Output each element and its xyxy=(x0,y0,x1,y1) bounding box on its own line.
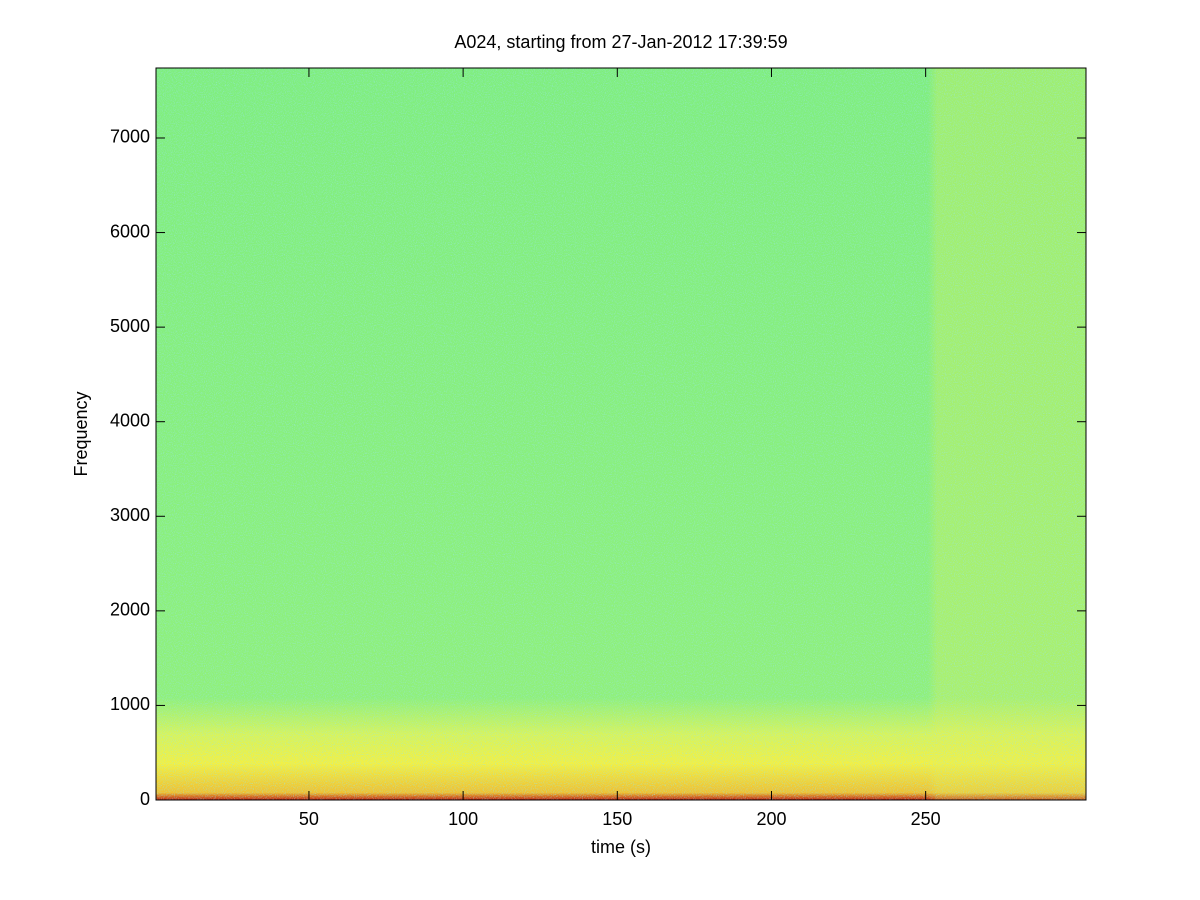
y-tick-label: 1000 xyxy=(110,694,150,714)
spectrogram-noise xyxy=(156,68,1086,800)
chart-title: A024, starting from 27-Jan-2012 17:39:59 xyxy=(454,32,787,52)
x-tick-label: 100 xyxy=(448,809,478,829)
y-tick-label: 4000 xyxy=(110,410,150,430)
y-tick-label: 2000 xyxy=(110,600,150,620)
y-tick-label: 6000 xyxy=(110,221,150,241)
x-axis-label: time (s) xyxy=(591,837,651,857)
axes-box xyxy=(155,67,1087,801)
x-tick-label: 250 xyxy=(911,809,941,829)
y-tick-label: 0 xyxy=(140,789,150,809)
x-tick-label: 200 xyxy=(756,809,786,829)
y-axis-label: Frequency xyxy=(71,391,91,476)
y-tick-label: 5000 xyxy=(110,316,150,336)
plot-area xyxy=(155,67,1087,801)
x-tick-label: 50 xyxy=(299,809,319,829)
x-tick-label: 150 xyxy=(602,809,632,829)
y-tick-label: 3000 xyxy=(110,505,150,525)
y-tick-label: 7000 xyxy=(110,127,150,147)
